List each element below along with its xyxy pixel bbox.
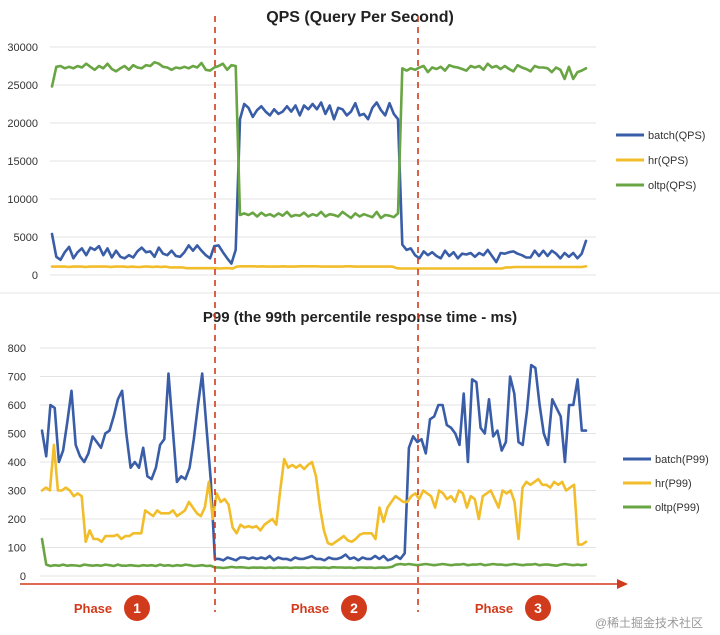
- watermark-text: @稀土掘金技术社区: [595, 615, 703, 630]
- series-line-oltp: [40, 537, 588, 570]
- y-tick-label: 600: [8, 400, 26, 412]
- y-tick-label: 800: [8, 343, 26, 355]
- y-tick-label: 200: [8, 514, 26, 526]
- legend-label: hr(P99): [655, 478, 692, 490]
- legend-label: batch(QPS): [648, 130, 705, 142]
- phase-number: 1: [133, 600, 141, 616]
- y-tick-label: 15000: [7, 156, 38, 168]
- legend-label: batch(P99): [655, 454, 709, 466]
- phase-number-badge: [124, 595, 150, 621]
- y-tick-label: 10000: [7, 194, 38, 206]
- y-tick-label: 0: [32, 270, 38, 282]
- phase-number-badge: [525, 595, 551, 621]
- qps-chart: QPS (Query Per Second) 0 5000 10000 15000 200…: [7, 9, 705, 282]
- y-tick-label: 400: [8, 457, 26, 469]
- series-line-batch: [50, 101, 588, 265]
- chart-title: QPS (Query Per Second): [266, 9, 454, 26]
- series-line-oltp: [50, 60, 588, 220]
- chart-title: P99 (the 99th percentile response time -…: [203, 309, 517, 326]
- y-tick-label: 25000: [7, 80, 38, 92]
- series-line-batch: [40, 363, 588, 562]
- legend-label: oltp(P99): [655, 502, 700, 514]
- y-tick-label: 5000: [14, 232, 38, 244]
- p99-chart: P99 (the 99th percentile response time -…: [8, 309, 709, 583]
- phase-number: 2: [350, 600, 358, 616]
- legend-label: oltp(QPS): [648, 180, 696, 192]
- phase-label: Phase: [74, 601, 112, 616]
- series-line-hr: [50, 264, 588, 270]
- phase-overlay: Phase 1 Phase 2 Phase 3: [0, 16, 720, 621]
- y-tick-label: 100: [8, 543, 26, 555]
- legend-label: hr(QPS): [648, 155, 688, 167]
- series-line-hr: [40, 443, 588, 546]
- phase-number: 3: [534, 600, 542, 616]
- timeline-arrowhead: [617, 579, 628, 589]
- phase-label: Phase: [475, 601, 513, 616]
- y-tick-label: 700: [8, 372, 26, 384]
- phase-label: Phase: [291, 601, 329, 616]
- phase-number-badge: [341, 595, 367, 621]
- y-tick-label: 0: [20, 571, 26, 583]
- y-tick-label: 500: [8, 429, 26, 441]
- y-tick-label: 300: [8, 486, 26, 498]
- y-tick-label: 20000: [7, 118, 38, 130]
- y-tick-label: 30000: [7, 42, 38, 54]
